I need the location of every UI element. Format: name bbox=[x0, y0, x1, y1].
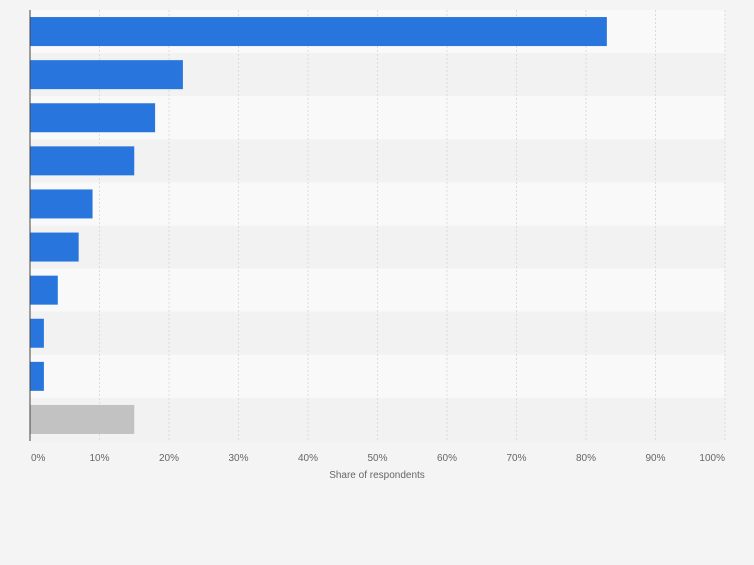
bar bbox=[30, 275, 58, 305]
bar bbox=[30, 60, 183, 90]
x-tick-label: 10% bbox=[89, 453, 109, 464]
bar bbox=[30, 189, 93, 219]
bar bbox=[30, 361, 44, 391]
bar bbox=[30, 404, 135, 434]
x-tick-label: 0% bbox=[31, 453, 46, 464]
x-tick-label: 20% bbox=[159, 453, 179, 464]
bar bbox=[30, 146, 135, 176]
x-tick-label: 30% bbox=[228, 453, 248, 464]
x-tick-label: 40% bbox=[298, 453, 318, 464]
bars bbox=[30, 17, 607, 434]
bar bbox=[30, 103, 156, 133]
bar bbox=[30, 17, 607, 47]
x-tick-label: 80% bbox=[576, 453, 596, 464]
x-tick-label: 50% bbox=[367, 453, 387, 464]
x-tick-label: 60% bbox=[437, 453, 457, 464]
x-tick-label: 100% bbox=[699, 453, 725, 464]
x-tick-label: 90% bbox=[645, 453, 665, 464]
x-axis-title: Share of respondents bbox=[329, 470, 425, 481]
bar bbox=[30, 318, 44, 348]
bar bbox=[30, 232, 79, 262]
x-tick-labels: 0% 10% 20% 30% 40% 50% 60% 70% 80% 90% 100% bbox=[31, 453, 725, 464]
x-tick-label: 70% bbox=[506, 453, 526, 464]
